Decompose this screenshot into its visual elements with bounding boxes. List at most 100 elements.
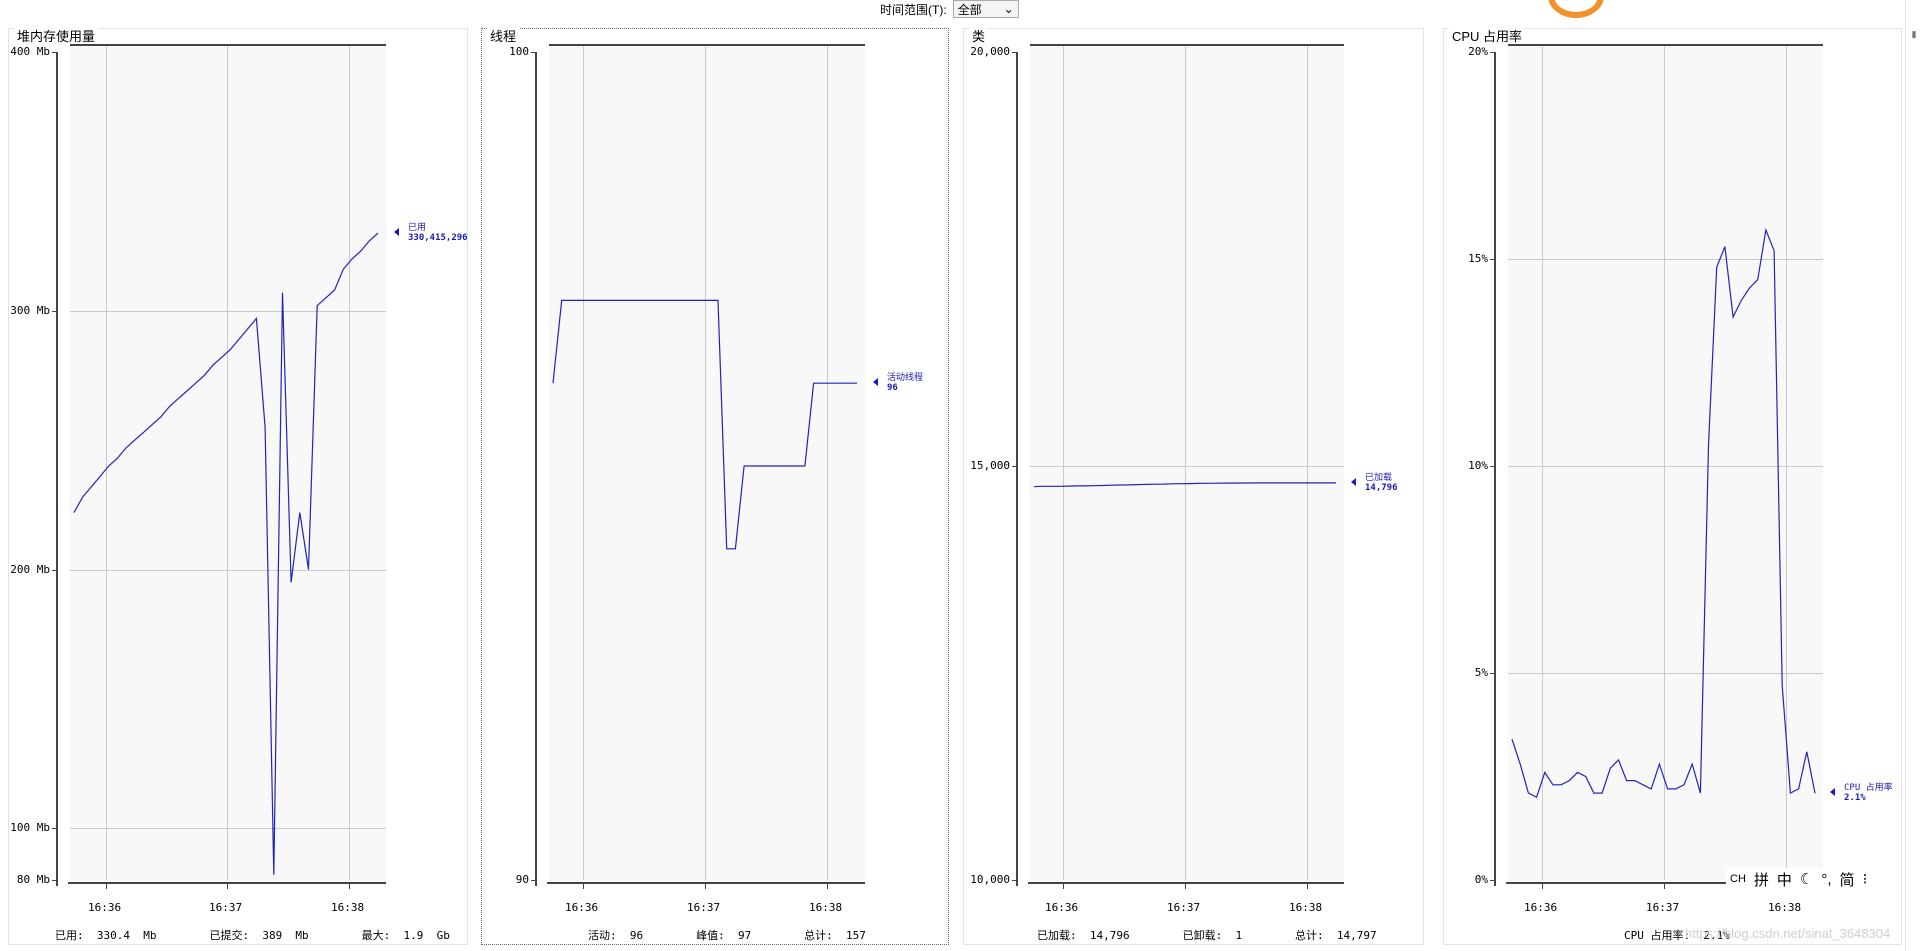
y-tick	[1012, 466, 1018, 467]
grid-line-h	[1508, 259, 1823, 260]
x-tick	[1185, 883, 1186, 889]
grid-line-h	[1508, 673, 1823, 674]
marker-name: 已加载	[1365, 472, 1393, 483]
marker-value: 2.1%	[1844, 793, 1866, 804]
grid-line-v	[1664, 46, 1665, 880]
x-axis-threads	[547, 882, 865, 884]
x-tick	[583, 883, 584, 889]
x-axis-classes	[1028, 882, 1344, 884]
grid-line-v	[1542, 46, 1543, 880]
x-tick	[827, 883, 828, 889]
y-tick-label: 10,000	[970, 873, 1010, 886]
marker-value: 14,796	[1365, 482, 1398, 493]
cpu-footer: CPU 占用率: 2.1%	[1624, 929, 1730, 942]
panel-title-threads: 线程	[487, 26, 520, 45]
moon-icon[interactable]: ☾	[1799, 871, 1814, 888]
y-axis-cpu	[1494, 52, 1496, 886]
y-tick	[1012, 52, 1018, 53]
y-tick-label: 200 Mb	[10, 562, 50, 576]
y-tick-label: 5%	[1474, 666, 1488, 679]
x-tick-label: 16:36	[565, 901, 599, 914]
y-tick	[52, 880, 58, 881]
marker-arrow-icon	[873, 378, 878, 387]
y-axis-threads	[535, 52, 537, 886]
grid-line-h	[1030, 466, 1344, 467]
grid-line-v	[106, 46, 107, 880]
y-tick	[1490, 52, 1496, 53]
side-tab-icon[interactable]: ▮	[1910, 30, 1920, 40]
ime-lang[interactable]: CH	[1730, 873, 1746, 885]
time-range-value: 全部	[957, 2, 982, 17]
y-tick-label: 10%	[1468, 459, 1488, 472]
grid-line-v	[827, 46, 828, 880]
series-marker-heap: 已用 330,415,296	[394, 223, 468, 244]
marker-arrow-icon	[394, 228, 399, 237]
panel-heap[interactable]: 堆内存使用量	[8, 26, 468, 945]
y-tick-label: 80 Mb	[16, 873, 50, 886]
y-tick	[52, 569, 58, 571]
y-tick	[1490, 259, 1496, 260]
grid-line-h	[1508, 466, 1823, 467]
ime-toolbar[interactable]: CH 拼 中 ☾ °, 简 ⁝	[1726, 868, 1872, 890]
y-tick-label: 90	[515, 873, 529, 886]
x-tick-label: 16:36	[88, 901, 122, 914]
marker-name: 已用	[408, 223, 427, 234]
marker-arrow-icon	[1351, 477, 1356, 486]
x-tick-label: 16:36	[1524, 901, 1558, 914]
y-tick-label: 0%	[1474, 873, 1488, 886]
y-tick-label: 15%	[1468, 252, 1488, 265]
y-tick-label: 15,000	[970, 459, 1010, 472]
marker-value: 96	[887, 383, 898, 394]
watermark: https://blog.csdn.net/sinat_3648304	[1685, 926, 1891, 941]
x-tick-label: 16:37	[1646, 901, 1680, 914]
grid-line-h	[70, 310, 386, 312]
x-tick	[1307, 883, 1308, 889]
panel-threads[interactable]: 线程	[481, 26, 949, 945]
marker-value: 330,415,296	[408, 233, 468, 244]
x-tick	[1542, 883, 1543, 889]
grid-line-h	[70, 828, 386, 830]
series-marker-threads: 活动线程 96	[873, 373, 923, 394]
plot-area-threads	[549, 44, 865, 882]
panel-title-heap: 堆内存使用量	[14, 26, 99, 45]
series-marker-classes: 已加载 14,796	[1351, 472, 1398, 493]
x-tick	[106, 883, 107, 889]
grid-line-h	[70, 569, 386, 571]
x-tick-label: 16:38	[1768, 901, 1802, 914]
x-tick	[349, 883, 350, 889]
time-range-label: 时间范围(T):	[880, 2, 947, 17]
ime-pinyin[interactable]: 拼	[1753, 871, 1769, 889]
y-tick	[1012, 880, 1018, 881]
y-tick-label: 100 Mb	[10, 821, 50, 835]
panel-title-classes: 类	[969, 26, 989, 45]
y-tick	[1490, 880, 1496, 881]
y-tick	[52, 52, 58, 53]
time-range-bar: 时间范围(T): 全部 ⌄	[880, 0, 1019, 18]
time-range-select[interactable]: 全部 ⌄	[952, 0, 1019, 18]
y-tick-label: 100	[509, 45, 529, 58]
panel-classes[interactable]: 类	[963, 26, 1424, 945]
x-tick-label: 16:38	[1289, 901, 1323, 914]
panel-cpu[interactable]: CPU 占用率	[1443, 26, 1902, 945]
ime-simplified[interactable]: 简	[1839, 871, 1855, 889]
grid-line-v	[1063, 46, 1064, 880]
grid-line-v	[1786, 46, 1787, 880]
gauge-icon	[1548, 0, 1604, 18]
classes-footer: 已加载: 14,796 已卸载: 1 总计: 14,797	[1037, 929, 1377, 942]
x-tick	[1063, 883, 1064, 889]
ime-punct[interactable]: °,	[1821, 870, 1832, 888]
grid-line-v	[705, 46, 706, 880]
y-tick	[531, 880, 537, 881]
y-tick	[531, 52, 537, 53]
heap-footer: 已用: 330.4 Mb 已提交: 389 Mb 最大: 1.9 Gb	[55, 929, 450, 942]
grid-line-v	[583, 46, 584, 880]
marker-arrow-icon	[1830, 788, 1835, 797]
x-tick	[227, 883, 228, 889]
ime-more-icon[interactable]: ⁝	[1862, 871, 1868, 888]
ime-mode[interactable]: 中	[1776, 871, 1792, 889]
plot-area-cpu	[1508, 44, 1823, 882]
x-tick-label: 16:36	[1045, 901, 1079, 914]
grid-line-v	[1307, 46, 1308, 880]
y-tick	[1490, 673, 1496, 674]
x-tick-label: 16:37	[687, 901, 721, 914]
